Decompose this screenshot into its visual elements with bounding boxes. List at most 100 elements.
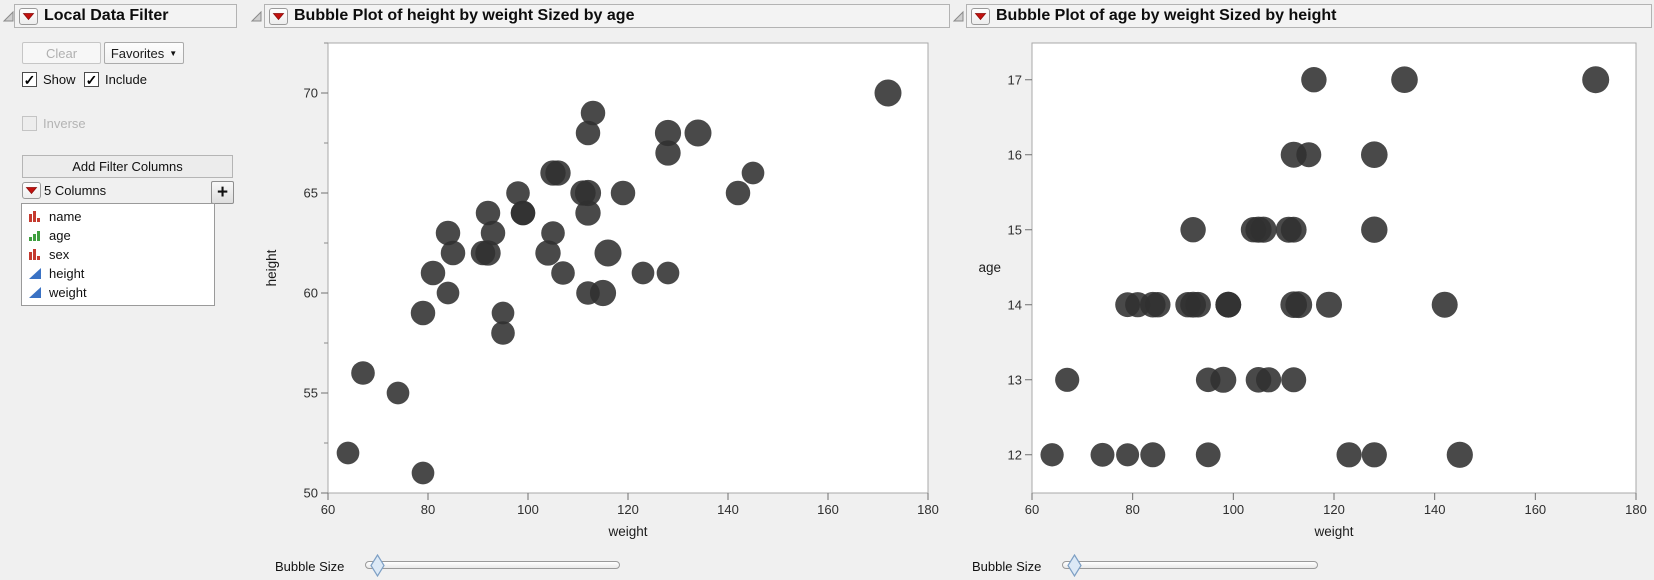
bubble[interactable]: [1090, 442, 1115, 467]
bubble[interactable]: [1116, 443, 1140, 467]
red-triangle-menu-icon[interactable]: [971, 7, 990, 25]
bubble[interactable]: [1391, 66, 1418, 94]
collapse-triangle-icon[interactable]: [2, 10, 15, 23]
list-item-name[interactable]: name: [22, 207, 214, 226]
bubble[interactable]: [580, 100, 606, 126]
bubble[interactable]: [655, 140, 681, 166]
add-column-button[interactable]: +: [211, 181, 234, 204]
bubble[interactable]: [575, 200, 601, 226]
bubble[interactable]: [510, 200, 536, 226]
bubble-plot-age-by-weight[interactable]: 12 13 14 15 16 17 60 80 100 120 140 160 180 weight age: [950, 36, 1654, 580]
bubble[interactable]: [386, 381, 410, 405]
y-tick-label: 16: [1008, 147, 1022, 162]
list-item-height[interactable]: height: [22, 264, 214, 283]
bubble[interactable]: [545, 160, 571, 186]
continuous-column-icon: [29, 287, 41, 298]
bubble[interactable]: [874, 79, 902, 107]
bubble[interactable]: [440, 240, 466, 266]
bubble[interactable]: [410, 300, 436, 326]
inverse-checkbox-box[interactable]: [22, 116, 37, 131]
bubble[interactable]: [1055, 367, 1080, 392]
bubble[interactable]: [420, 260, 446, 286]
add-filter-columns-button[interactable]: Add Filter Columns: [22, 155, 233, 178]
bubble[interactable]: [1040, 443, 1064, 467]
bubble[interactable]: [1180, 216, 1206, 243]
bubble[interactable]: [1336, 442, 1362, 468]
bubble[interactable]: [336, 441, 360, 465]
red-triangle-menu-icon[interactable]: [19, 7, 38, 25]
favorites-button[interactable]: Favorites ▼: [104, 42, 184, 64]
bubble[interactable]: [475, 240, 501, 266]
bubble[interactable]: [535, 240, 561, 266]
plot-frame[interactable]: [1031, 42, 1637, 494]
bubble[interactable]: [411, 461, 435, 485]
bubble[interactable]: [1431, 291, 1458, 318]
inverse-checkbox[interactable]: Inverse: [22, 116, 86, 131]
bubble[interactable]: [1301, 66, 1327, 93]
bubble[interactable]: [654, 119, 682, 147]
y-tick-label: 12: [1008, 447, 1022, 462]
bubble[interactable]: [1582, 66, 1610, 94]
bubble-size-slider-thumb[interactable]: [370, 554, 385, 577]
bubble[interactable]: [491, 301, 515, 325]
collapse-triangle-icon[interactable]: [952, 10, 965, 23]
x-tick-label: 120: [617, 502, 639, 517]
bubble[interactable]: [589, 279, 617, 307]
bubble[interactable]: [631, 261, 655, 285]
collapse-triangle-icon[interactable]: [250, 10, 263, 23]
bubble[interactable]: [610, 180, 636, 206]
clear-button[interactable]: Clear: [22, 42, 101, 64]
bubble[interactable]: [1361, 216, 1388, 243]
bubble[interactable]: [1275, 216, 1302, 243]
list-item-sex[interactable]: sex: [22, 245, 214, 264]
bubble[interactable]: [1140, 442, 1166, 468]
bubble[interactable]: [1446, 441, 1473, 468]
bubble[interactable]: [1360, 141, 1388, 169]
bubble[interactable]: [1296, 142, 1322, 168]
bubble[interactable]: [551, 261, 575, 285]
bubble[interactable]: [741, 161, 765, 185]
bubble[interactable]: [656, 261, 680, 285]
bubble[interactable]: [725, 180, 751, 206]
bubble[interactable]: [1145, 291, 1171, 318]
bubble[interactable]: [1195, 442, 1221, 468]
bubble[interactable]: [506, 181, 530, 205]
show-checkbox[interactable]: ✓ Show: [22, 72, 76, 87]
x-tick-label: 160: [1524, 502, 1546, 517]
bubble[interactable]: [435, 220, 461, 246]
bubble[interactable]: [1215, 291, 1242, 318]
red-triangle-menu-icon[interactable]: [269, 7, 288, 25]
plot-frame[interactable]: [327, 42, 929, 494]
list-item-age[interactable]: age: [22, 226, 214, 245]
bubble[interactable]: [1361, 442, 1387, 468]
bubble[interactable]: [1245, 366, 1272, 393]
filter-panel-header: Local Data Filter: [14, 4, 237, 28]
bubble[interactable]: [1281, 367, 1307, 393]
columns-red-triangle-menu-icon[interactable]: [22, 182, 41, 199]
red-triangle-glyph: [25, 187, 38, 195]
bubble[interactable]: [1285, 291, 1313, 319]
bubble[interactable]: [574, 179, 602, 207]
bubble[interactable]: [575, 120, 601, 146]
bubble[interactable]: [491, 321, 515, 345]
bubble[interactable]: [1250, 216, 1277, 243]
bubble-plot-height-by-weight[interactable]: 50 55 60 65 70 60 80 100 120 140 160 180 weight heigh…: [250, 36, 950, 580]
bubble[interactable]: [1180, 291, 1207, 318]
bubble[interactable]: [480, 220, 506, 246]
bubble-size-slider-track[interactable]: [1062, 561, 1318, 569]
bubble-size-slider-thumb[interactable]: [1067, 554, 1082, 577]
bubble[interactable]: [436, 281, 460, 305]
bubble[interactable]: [684, 119, 712, 147]
show-checkbox-box[interactable]: ✓: [22, 71, 37, 88]
bubble-size-slider-track[interactable]: [365, 561, 620, 569]
bubble[interactable]: [1195, 367, 1221, 393]
list-item-weight[interactable]: weight: [22, 283, 214, 302]
bubble[interactable]: [541, 221, 565, 245]
bubble[interactable]: [1315, 291, 1343, 318]
bubble[interactable]: [594, 239, 622, 267]
include-checkbox[interactable]: ✓ Include: [84, 72, 147, 87]
bubble[interactable]: [351, 361, 375, 385]
bubble[interactable]: [475, 200, 501, 226]
clear-button-label: Clear: [45, 45, 78, 61]
include-checkbox-box[interactable]: ✓: [84, 71, 99, 88]
